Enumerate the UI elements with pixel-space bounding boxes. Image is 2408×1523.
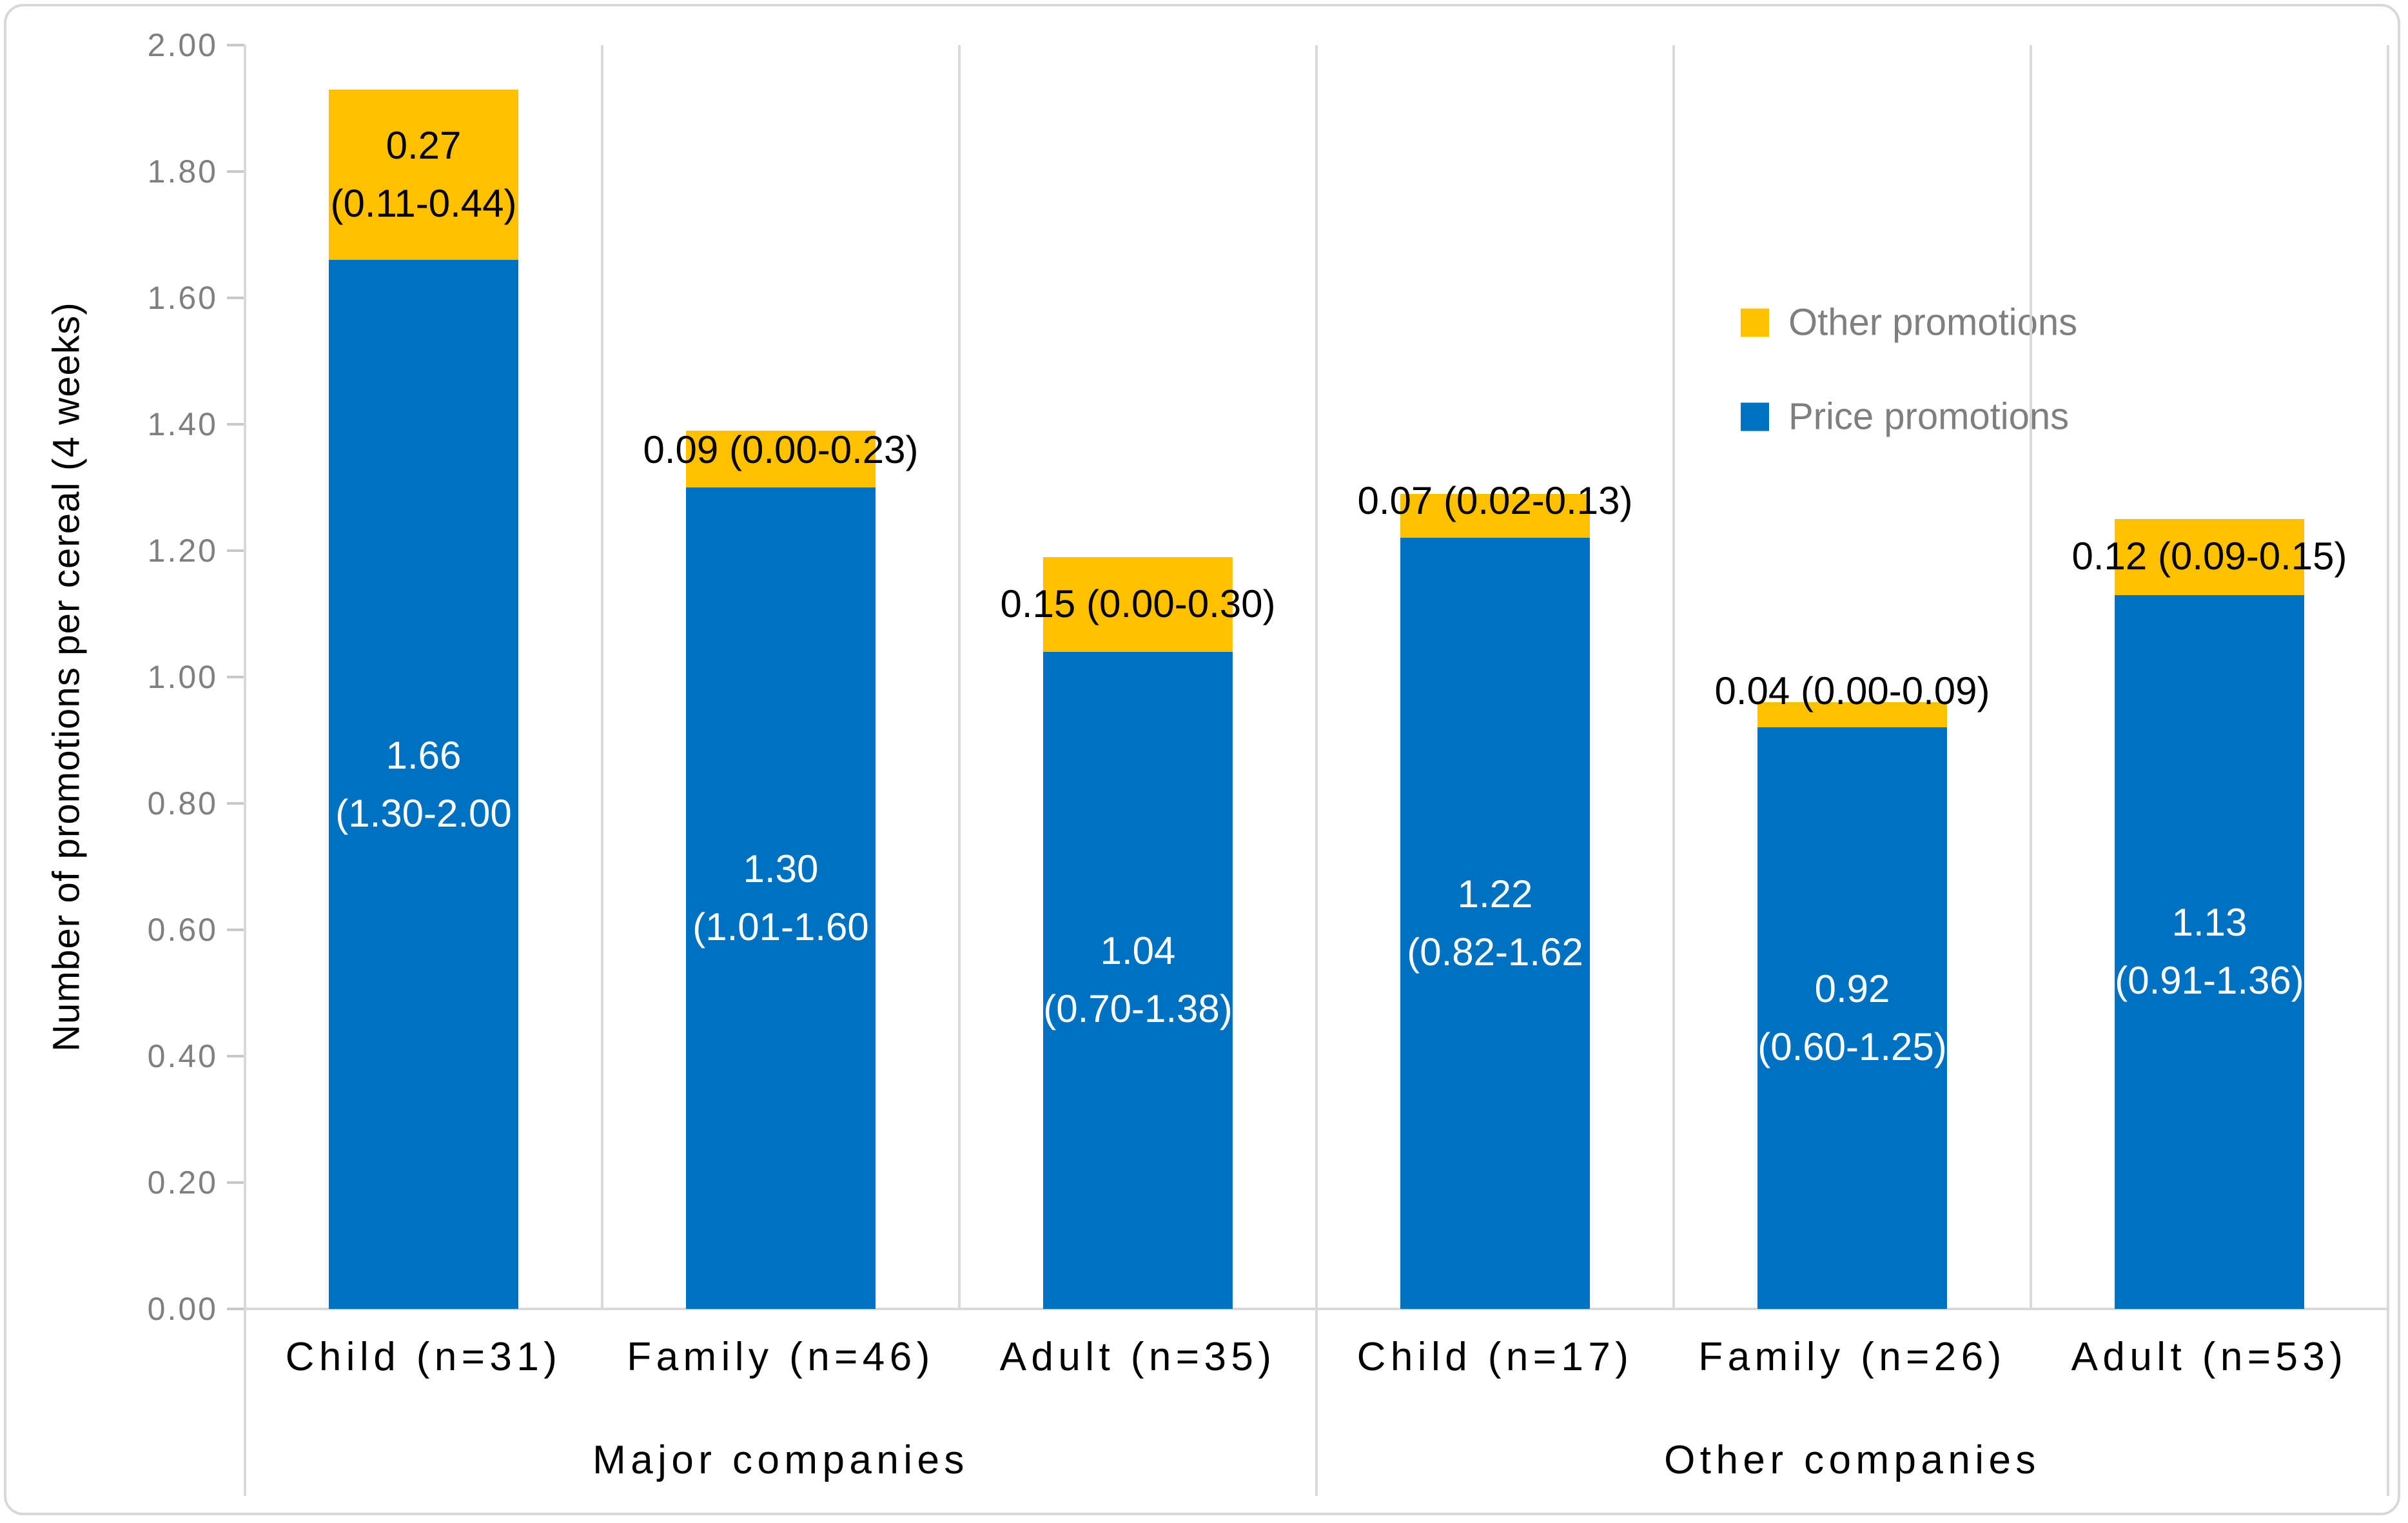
y-tick-mark <box>227 802 245 805</box>
bar-segment-price-promotions <box>1043 652 1233 1309</box>
bar-segment-other-promotions <box>686 431 876 487</box>
category-separator-line <box>958 45 961 1309</box>
bar-segment-other-promotions <box>1757 702 1947 727</box>
bar-label-other-promotions: 0.04 (0.00-0.09) <box>1577 662 2128 720</box>
x-axis-line <box>245 1308 2388 1310</box>
y-tick-mark <box>227 170 245 173</box>
bar-label-line: (0.70-1.38) <box>1043 987 1233 1030</box>
y-tick-label: 1.00 <box>147 659 218 695</box>
x-category-label: Family (n=26) <box>1698 1335 2006 1379</box>
bar-label-other-promotions: 0.07 (0.02-0.13) <box>1220 472 1770 530</box>
category-separator-line <box>2387 45 2389 1496</box>
bar-label-line: 1.22 <box>1457 872 1533 916</box>
category-separator-line <box>1672 45 1675 1309</box>
x-group-label-other-companies: Other companies <box>1664 1438 2041 1482</box>
bar-segment-price-promotions <box>329 260 518 1309</box>
y-tick-label: 1.40 <box>147 406 218 442</box>
x-category-label: Adult (n=35) <box>999 1335 1277 1379</box>
bar-label-price-promotions: 1.22 (0.82-1.62 <box>1362 865 1629 981</box>
bar-label-line: 1.04 <box>1100 929 1176 972</box>
legend-entry-price-promotions: Price promotions <box>1741 395 2069 438</box>
bar-label-line: 1.66 <box>386 734 462 777</box>
bar-label-price-promotions: 1.13 (0.91-1.36) <box>2076 894 2343 1010</box>
category-separator-line <box>1315 45 1318 1496</box>
category-separator-line <box>601 45 603 1309</box>
bar-label-line: 0.15 (0.00-0.30) <box>1000 582 1276 625</box>
bar-label-line: 0.09 (0.00-0.23) <box>643 428 919 471</box>
y-tick-label: 1.60 <box>147 280 218 316</box>
legend-entry-other-promotions: Other promotions <box>1741 301 2077 344</box>
bar-label-line: (0.11-0.44) <box>330 182 517 225</box>
bar-label-line: 0.07 (0.02-0.13) <box>1357 479 1633 522</box>
x-category-label: Adult (n=53) <box>2071 1335 2348 1379</box>
bar-label-line: 0.27 <box>386 124 462 167</box>
x-group-label-major-companies: Major companies <box>592 1438 969 1482</box>
bar-segment-price-promotions <box>2115 595 2304 1309</box>
y-tick-mark <box>227 1308 245 1310</box>
category-separator-line <box>2030 45 2032 1309</box>
bar-segment-price-promotions <box>1400 538 1590 1309</box>
bar-label-line: (1.30-2.00 <box>335 792 512 835</box>
figure-border <box>4 4 2400 1515</box>
y-tick-label: 0.80 <box>147 785 218 821</box>
y-tick-label: 0.40 <box>147 1038 218 1074</box>
bar-label-price-promotions: 0.92 (0.60-1.25) <box>1719 960 1986 1076</box>
bar-label-line: 1.13 <box>2171 901 2247 944</box>
bar-label-other-promotions: 0.15 (0.00-0.30) <box>863 575 1413 633</box>
bar-label-line: 0.12 (0.09-0.15) <box>2071 535 2347 578</box>
bar-segment-other-promotions <box>1043 557 1233 652</box>
y-tick-mark <box>227 676 245 678</box>
legend-swatch-price-promotions <box>1741 402 1769 431</box>
y-tick-mark <box>227 929 245 931</box>
x-category-label: Child (n=17) <box>1356 1335 1634 1379</box>
y-tick-mark <box>227 297 245 299</box>
bar-label-line: (0.60-1.25) <box>1757 1025 1947 1068</box>
y-tick-mark <box>227 44 245 46</box>
bar-label-other-promotions: 0.27 (0.11-0.44) <box>148 117 699 233</box>
bar-segment-price-promotions <box>1757 727 1947 1309</box>
y-tick-label: 2.00 <box>147 27 218 63</box>
x-category-label: Child (n=31) <box>285 1335 562 1379</box>
bar-segment-other-promotions <box>2115 519 2304 595</box>
bar-label-price-promotions: 1.30 (1.01-1.60 <box>647 840 914 956</box>
legend-label-other-promotions: Other promotions <box>1788 301 2078 344</box>
legend-label-price-promotions: Price promotions <box>1788 395 2070 438</box>
bar-segment-price-promotions <box>686 487 876 1309</box>
y-tick-label: 0.20 <box>147 1164 218 1201</box>
bar-segment-other-promotions <box>1400 494 1590 538</box>
bar-label-line: (0.91-1.36) <box>2115 959 2304 1002</box>
bar-label-line: 0.04 (0.00-0.09) <box>1714 669 1990 712</box>
y-tick-label: 0.00 <box>147 1291 218 1327</box>
y-tick-mark <box>227 549 245 552</box>
bar-label-line: (0.82-1.62 <box>1407 930 1583 974</box>
category-separator-line <box>244 45 246 1496</box>
bar-label-other-promotions: 0.09 (0.00-0.23) <box>505 421 1056 479</box>
y-tick-label: 1.80 <box>147 153 218 190</box>
bar-segment-other-promotions <box>329 90 518 260</box>
y-tick-mark <box>227 1055 245 1057</box>
y-tick-mark <box>227 1181 245 1184</box>
y-tick-label: 0.60 <box>147 912 218 948</box>
bar-label-price-promotions: 1.66 (1.30-2.00 <box>290 727 557 843</box>
y-tick-mark <box>227 423 245 426</box>
bar-label-price-promotions: 1.04 (0.70-1.38) <box>1004 922 1271 1038</box>
bar-label-line: 0.92 <box>1814 967 1890 1010</box>
bar-label-other-promotions: 0.12 (0.09-0.15) <box>1934 527 2408 585</box>
bar-label-line: 1.30 <box>743 847 819 890</box>
bar-label-line: (1.01-1.60 <box>692 905 869 948</box>
legend-swatch-other-promotions <box>1741 308 1769 337</box>
y-tick-label: 1.20 <box>147 533 218 569</box>
x-category-label: Family (n=46) <box>627 1335 935 1379</box>
